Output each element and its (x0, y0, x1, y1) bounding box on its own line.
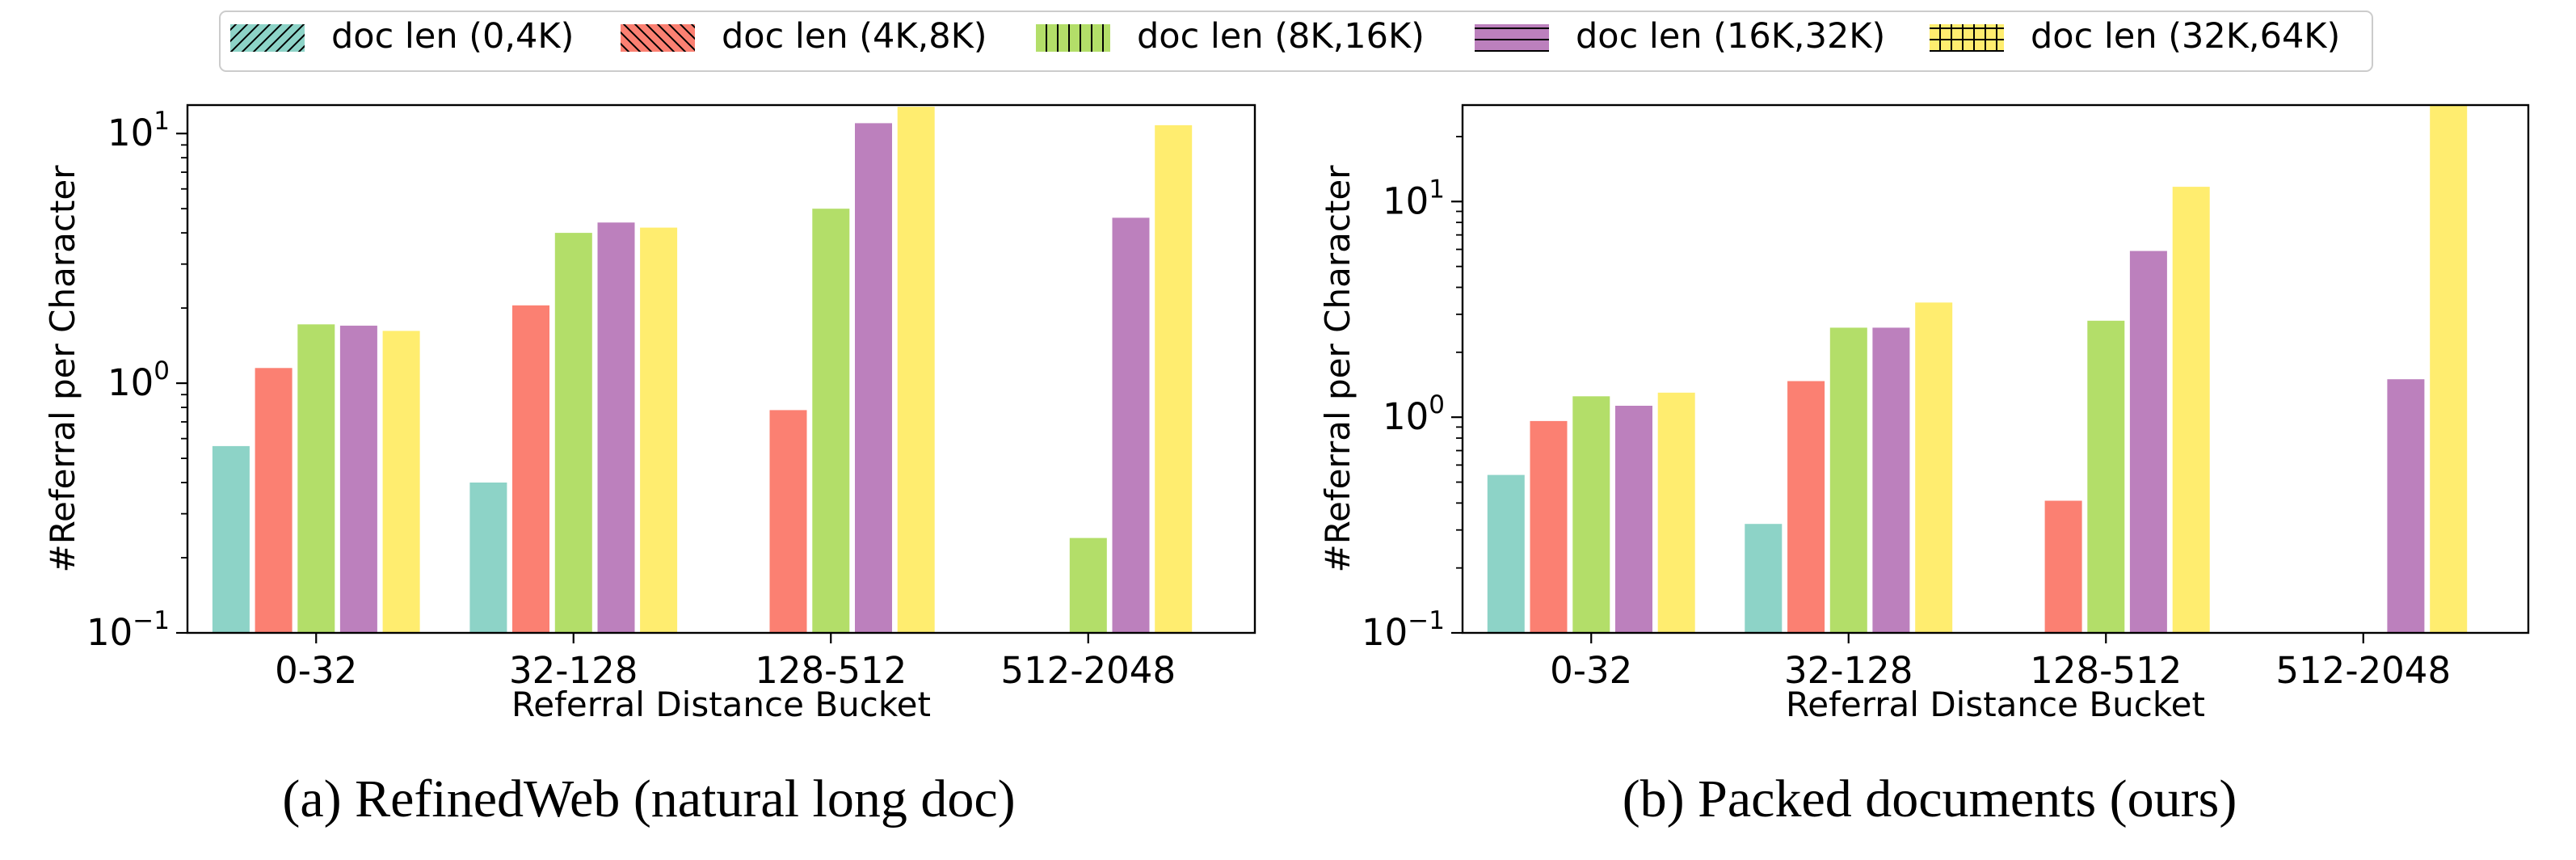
bar (382, 331, 420, 633)
x-axis-label: Referral Distance Bucket (511, 685, 931, 724)
x-tick-label: 512-2048 (1000, 649, 1176, 692)
bar (2172, 187, 2210, 634)
bar (1657, 392, 1695, 633)
bar (1069, 538, 1107, 633)
bar (1872, 327, 1910, 633)
bar (2129, 251, 2167, 633)
legend-swatch (1930, 24, 2004, 52)
bar (640, 227, 678, 633)
y-axis-label: #Referral per Character (43, 165, 82, 573)
x-tick-label: 128-512 (2030, 649, 2182, 692)
y-tick-label-base: 10 (1362, 611, 1408, 654)
bar (1829, 327, 1867, 633)
x-tick-label: 32-128 (509, 649, 638, 692)
y-tick-label-base: 10 (107, 112, 154, 154)
legend-label: doc len (16K,32K) (1576, 16, 1885, 57)
y-tick-label-base: 10 (107, 361, 154, 404)
y-tick-label: 10−1 (1362, 606, 1445, 654)
legend-swatch (1475, 24, 1549, 52)
legend-label: doc len (32K,64K) (2031, 16, 2340, 57)
x-tick-label: 32-128 (1784, 649, 1913, 692)
y-tick-label-exponent: 1 (1429, 175, 1445, 204)
legend-label: doc len (0,4K) (331, 16, 574, 57)
y-tick-label-exponent: 1 (154, 107, 170, 136)
bar (255, 368, 293, 633)
bar (1745, 524, 1783, 633)
x-tick-label: 128-512 (755, 649, 907, 692)
legend-entry: doc len (8K,16K) (1036, 16, 1425, 57)
y-minor-ticks (1456, 136, 1463, 569)
y-tick-label-base: 10 (1383, 179, 1429, 222)
bar (339, 325, 377, 633)
bar (297, 324, 335, 633)
bars (1487, 105, 2468, 634)
bar (597, 222, 635, 633)
bar (1572, 396, 1610, 633)
bar (554, 233, 592, 633)
bar (855, 123, 892, 633)
bar (2430, 105, 2468, 633)
bar (512, 305, 549, 633)
bar (1155, 124, 1193, 633)
bar (897, 107, 935, 634)
y-axis-label: #Referral per Character (1318, 165, 1357, 573)
bar (1915, 302, 1953, 633)
x-tick-label: 0-32 (1550, 649, 1632, 692)
legend-entry: doc len (0,4K) (230, 16, 574, 57)
plot-frame (1461, 103, 2530, 634)
y-tick-label-exponent: 0 (154, 356, 170, 386)
legend-frame (219, 11, 2373, 72)
bar (769, 410, 807, 633)
legend-label: doc len (4K,8K) (722, 16, 987, 57)
y-tick-label: 100 (107, 356, 170, 404)
y-tick-label: 101 (107, 107, 170, 154)
y-tick-label: 10−1 (86, 606, 170, 654)
legend-entry: doc len (4K,8K) (621, 16, 987, 57)
y-minor-ticks (181, 144, 187, 559)
bar (1530, 420, 1568, 633)
x-tick-label: 0-32 (275, 649, 357, 692)
x-tick-label: 512-2048 (2275, 649, 2451, 692)
y-tick-label: 100 (1383, 390, 1445, 438)
y-tick-label: 101 (1383, 175, 1445, 222)
legend-label: doc len (8K,16K) (1137, 16, 1425, 57)
legend-swatch (621, 24, 695, 52)
bar (1487, 474, 1525, 633)
panel-caption: (a) RefinedWeb (natural long doc) (282, 769, 1015, 828)
legend: doc len (0,4K) doc len (4K,8K) doc len (8K… (219, 11, 2373, 72)
bar (2087, 320, 2125, 633)
y-tick-label-exponent: 0 (1429, 390, 1445, 419)
legend-entry: doc len (32K,64K) (1930, 16, 2340, 57)
plot-frame (186, 103, 1256, 634)
panel-caption: (b) Packed documents (ours) (1623, 769, 2237, 828)
y-tick-label-base: 10 (86, 611, 133, 654)
x-axis-label: Referral Distance Bucket (1786, 685, 2205, 724)
bar (2044, 500, 2082, 633)
bars (212, 107, 1193, 634)
bar (2387, 379, 2425, 633)
bar (469, 483, 507, 633)
y-tick-label-base: 10 (1383, 395, 1429, 438)
bar (1787, 381, 1825, 633)
bar (1112, 217, 1150, 633)
y-tick-label-exponent: −1 (1408, 606, 1445, 635)
bar (812, 209, 850, 633)
legend-swatch (230, 24, 305, 52)
bar (212, 445, 250, 633)
bar (1615, 406, 1652, 633)
y-tick-label-exponent: −1 (133, 606, 170, 635)
legend-swatch (1036, 24, 1110, 52)
legend-entry: doc len (16K,32K) (1475, 16, 1885, 57)
